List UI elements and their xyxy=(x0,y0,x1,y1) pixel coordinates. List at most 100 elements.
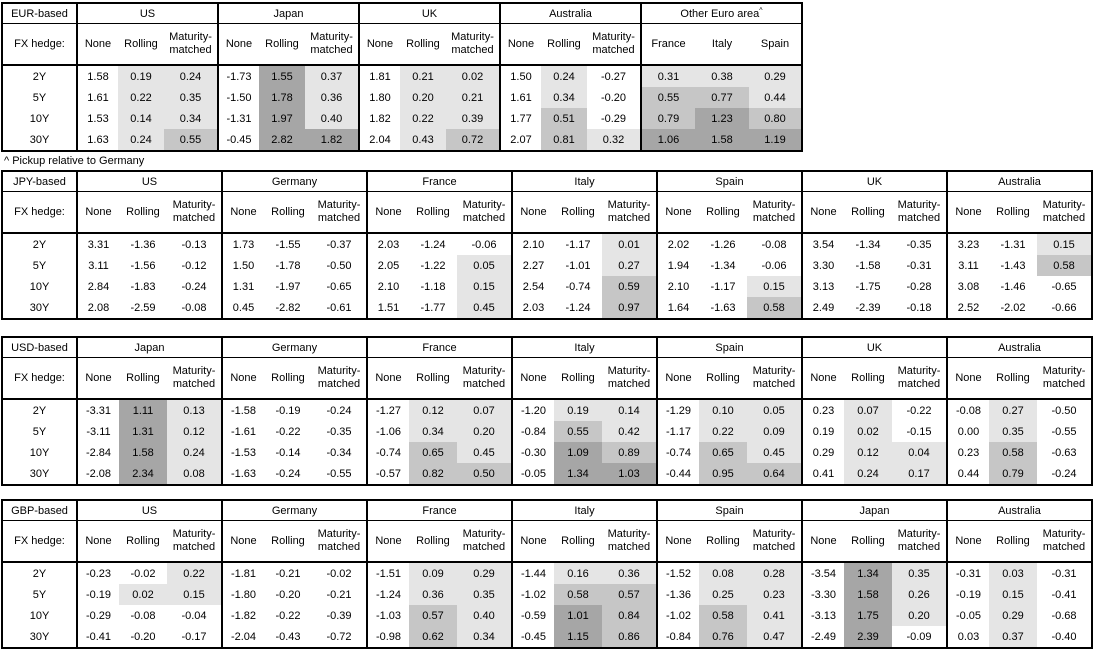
value-cell: 3.13 xyxy=(801,276,844,297)
value-cell: 2.10 xyxy=(511,233,554,255)
value-cell: 0.43 xyxy=(400,129,446,151)
data-row-30y: 30Y 1.63 0.24 0.55 -0.45 2.82 1.82 2.04 0.43 0.72… xyxy=(2,129,802,151)
group-header-uk: UK xyxy=(358,3,500,24)
value-cell: 1.15 xyxy=(554,626,602,648)
value-cell: -0.29 xyxy=(600,112,627,125)
column-header-row: FX hedge: None Rolling Maturity-matched None… xyxy=(2,520,1092,563)
value-cell: 1.97 xyxy=(259,108,305,129)
value-cell: 0.58 xyxy=(699,605,747,626)
value-cell: 0.72 xyxy=(446,129,500,151)
value-cell: 0.25 xyxy=(699,584,747,605)
data-row-5y: 5Y -3.11 1.31 0.12 -1.61 -0.22 -0.35 -1.06 0.34 0… xyxy=(2,421,1092,442)
value-cell: 0.20 xyxy=(400,87,446,108)
group-header-spain: Spain xyxy=(656,337,802,358)
tenor-label: 2Y xyxy=(2,562,78,584)
value-cell: 0.97 xyxy=(602,297,657,319)
group-header-germany: Germany xyxy=(221,337,367,358)
fx-hedge-label: FX hedge: xyxy=(2,520,78,563)
data-row-5y: 5Y 1.61 0.22 0.35 -1.50 1.78 0.36 1.80 0.20 0.21 1… xyxy=(2,87,802,108)
value-cell: 0.16 xyxy=(554,562,602,584)
group-header-label: Italy xyxy=(574,341,595,354)
value-cell: -0.31 xyxy=(1051,567,1077,580)
value-cell: 2.08 xyxy=(76,297,119,319)
value-cell: -2.39 xyxy=(855,301,881,314)
col-header-rolling: Rolling xyxy=(259,23,305,66)
value-cell: 0.57 xyxy=(409,605,457,626)
value-cell: 0.29 xyxy=(989,605,1037,626)
col-header-maturity-matched: Maturity-matched xyxy=(1037,520,1092,563)
group-header-label: Australia xyxy=(998,341,1041,354)
value-cell: 2.34 xyxy=(119,463,167,485)
value-cell: 2.52 xyxy=(946,297,989,319)
value-cell: -3.11 xyxy=(76,421,119,442)
value-cell: -0.17 xyxy=(181,630,207,643)
value-cell: 2.03 xyxy=(511,297,554,319)
col-header-rolling: Rolling xyxy=(264,520,312,563)
value-cell: -0.19 xyxy=(946,584,989,605)
value-cell: -0.72 xyxy=(326,630,352,643)
value-cell: -1.56 xyxy=(130,259,156,272)
value-cell: -0.06 xyxy=(471,238,497,251)
group-header-label: US xyxy=(139,7,156,20)
col-header-maturity-matched: Maturity-matched xyxy=(312,191,367,234)
value-cell: 2.07 xyxy=(499,129,541,151)
value-cell: -1.36 xyxy=(130,238,156,251)
value-cell: 2.10 xyxy=(366,276,409,297)
value-cell: 0.15 xyxy=(989,584,1037,605)
value-cell: -1.17 xyxy=(565,238,591,251)
value-cell: 0.34 xyxy=(164,108,218,129)
col-header-italy: Italy xyxy=(695,23,749,66)
value-cell: -1.44 xyxy=(511,562,554,584)
col-header-maturity-matched: Maturity-matched xyxy=(167,191,222,234)
col-header-rolling: Rolling xyxy=(989,191,1037,234)
group-header-us: US xyxy=(76,500,222,521)
value-cell: -0.43 xyxy=(275,630,301,643)
value-cell: -2.04 xyxy=(221,626,264,648)
value-cell: 0.20 xyxy=(457,421,512,442)
col-header-none: None xyxy=(76,23,118,66)
value-cell: -1.78 xyxy=(275,259,301,272)
value-cell: 1.55 xyxy=(259,65,305,87)
value-cell: 0.09 xyxy=(747,421,802,442)
value-cell: 0.35 xyxy=(989,421,1037,442)
value-cell: -0.41 xyxy=(1051,588,1077,601)
value-cell: -1.02 xyxy=(656,605,699,626)
value-cell: -1.20 xyxy=(511,399,554,421)
value-cell: 0.37 xyxy=(989,626,1037,648)
value-cell: -0.37 xyxy=(326,238,352,251)
value-cell: 0.35 xyxy=(892,562,947,584)
group-header-japan: Japan xyxy=(76,337,222,358)
value-cell: 2.49 xyxy=(801,297,844,319)
value-cell: 0.03 xyxy=(989,562,1037,584)
value-cell: -1.17 xyxy=(710,280,736,293)
value-cell: 0.03 xyxy=(946,626,989,648)
value-cell: 0.22 xyxy=(699,421,747,442)
value-cell: 0.65 xyxy=(699,442,747,463)
value-cell: -1.06 xyxy=(366,421,409,442)
value-cell: 2.82 xyxy=(259,129,305,151)
value-cell: 0.47 xyxy=(747,626,802,648)
col-header-none: None xyxy=(801,357,844,400)
value-cell: 0.42 xyxy=(602,421,657,442)
value-cell: 0.64 xyxy=(747,463,802,485)
value-cell: -0.98 xyxy=(366,626,409,648)
value-cell: 0.34 xyxy=(457,626,512,648)
value-cell: 2.10 xyxy=(656,276,699,297)
value-cell: 0.02 xyxy=(446,65,500,87)
col-header-france: France xyxy=(640,23,695,66)
group-header-label: UK xyxy=(866,341,883,354)
value-cell: -0.06 xyxy=(761,259,787,272)
group-header-label: Germany xyxy=(271,175,318,188)
group-header-label: Japan xyxy=(134,341,165,354)
value-cell: 0.50 xyxy=(457,463,512,485)
col-header-rolling: Rolling xyxy=(699,357,747,400)
value-cell: -1.01 xyxy=(565,259,591,272)
value-cell: 0.45 xyxy=(221,297,264,319)
data-row-30y: 30Y 2.08 -2.59 -0.08 0.45 -2.82 -0.61 1.51 -1.77… xyxy=(2,297,1092,319)
value-cell: -1.81 xyxy=(221,562,264,584)
group-header-label: Spain xyxy=(715,504,744,517)
value-cell: 2.05 xyxy=(366,255,409,276)
value-cell: 0.21 xyxy=(400,65,446,87)
value-cell: -0.34 xyxy=(326,446,352,459)
